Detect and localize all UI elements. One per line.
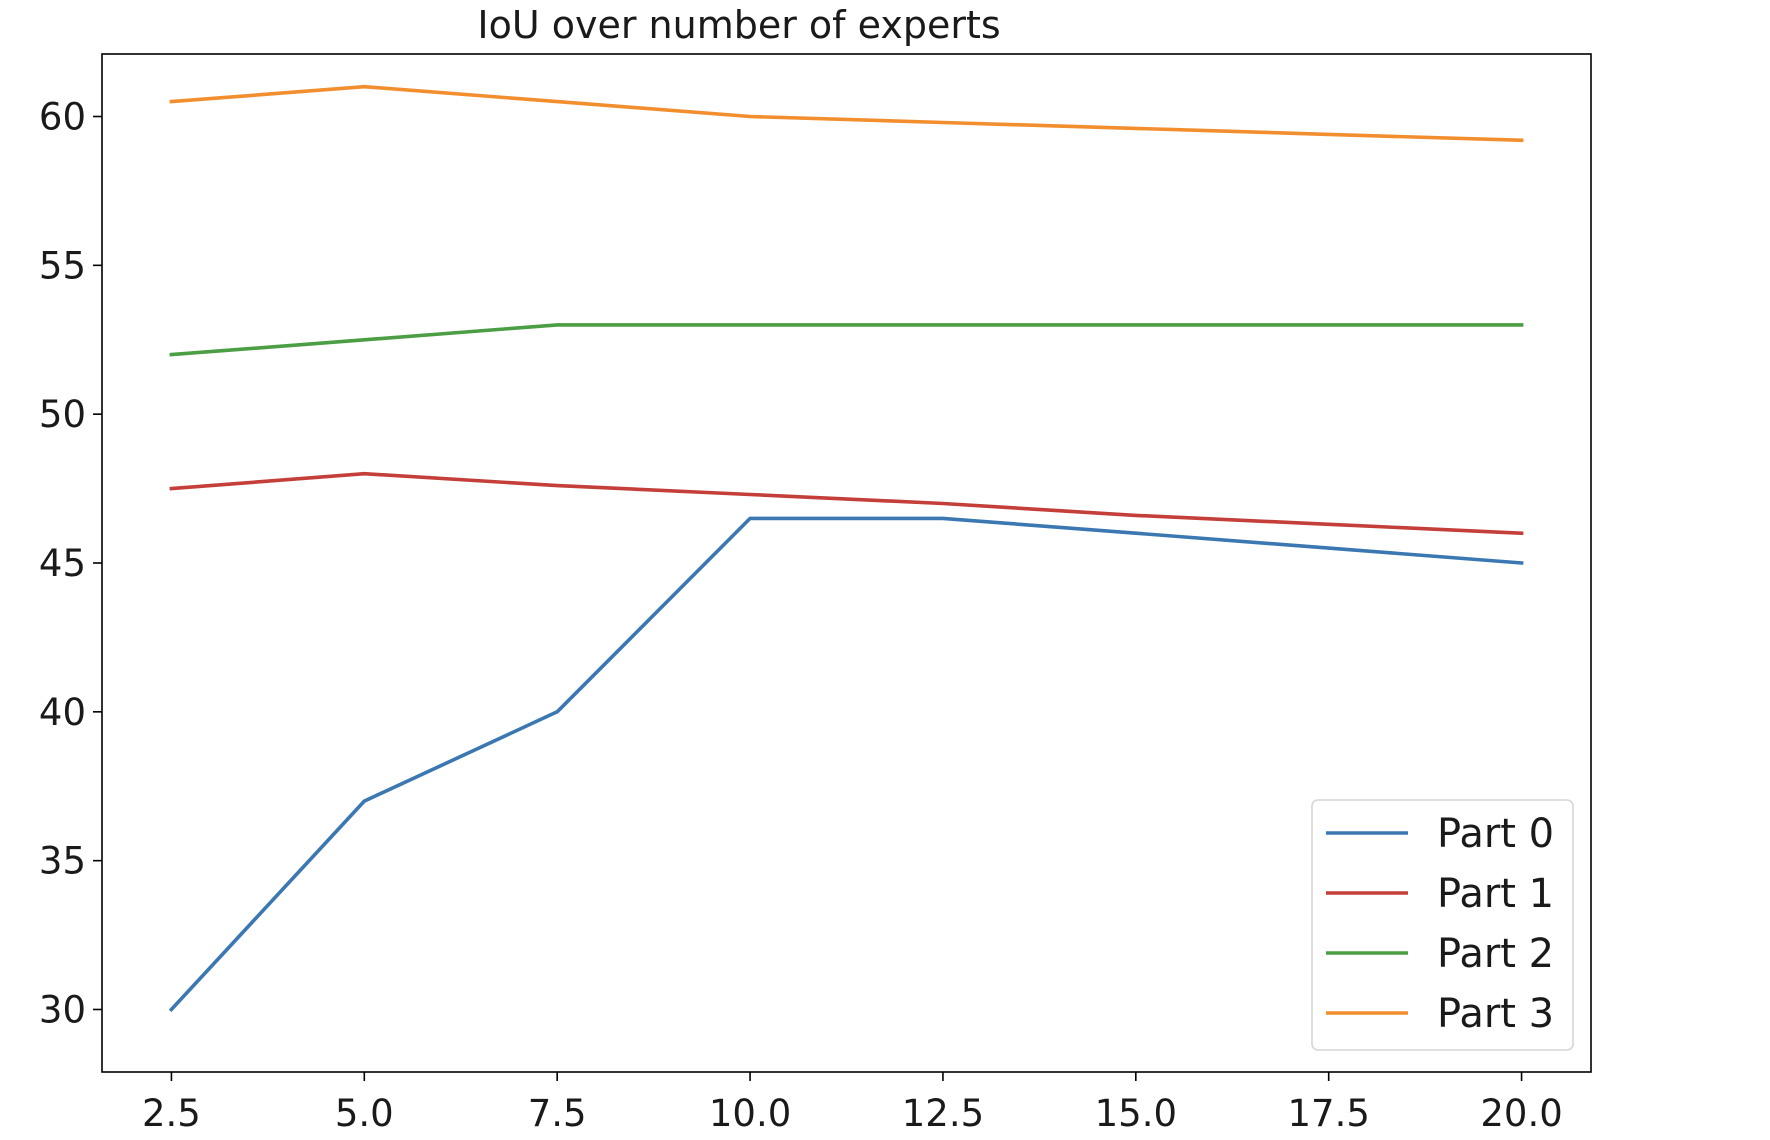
chart-title: IoU over number of experts	[477, 3, 1000, 47]
x-tick-label: 10.0	[709, 1092, 791, 1135]
legend-box	[1311, 799, 1574, 1051]
x-tick-label: 20.0	[1480, 1092, 1562, 1135]
y-tick-label: 45	[39, 542, 86, 585]
y-tick-label: 50	[39, 393, 86, 436]
y-tick-label: 35	[39, 840, 86, 883]
legend-label: Part 1	[1437, 871, 1554, 917]
series-lines	[168, 84, 1524, 1013]
legend-label: Part 3	[1437, 991, 1554, 1037]
series-line-part-0	[168, 516, 1524, 1013]
legend-label: Part 0	[1437, 811, 1554, 857]
x-tick-label: 7.5	[528, 1092, 587, 1135]
series-line-part-2	[169, 323, 1524, 357]
x-tick-label: 12.5	[902, 1092, 984, 1135]
y-tick-label: 60	[39, 96, 86, 139]
x-tick-label: 15.0	[1095, 1092, 1177, 1135]
series-line-part-1	[169, 471, 1524, 536]
y-axis: 30 35 40 45 50 55 60	[39, 96, 102, 1031]
x-tick-label: 17.5	[1287, 1092, 1369, 1135]
series-line-part-3	[169, 84, 1524, 143]
y-tick-label: 30	[39, 988, 86, 1031]
y-tick-label: 55	[39, 244, 86, 287]
legend-label: Part 2	[1437, 931, 1554, 977]
y-tick-label: 40	[39, 691, 86, 734]
x-tick-label: 2.5	[142, 1092, 201, 1135]
x-tick-label: 5.0	[335, 1092, 394, 1135]
x-axis: 2.5 5.0 7.5 10.0 12.5 15.0 17.5 20.0	[142, 1072, 1563, 1135]
legend: Part 0 Part 1 Part 2 Part 3	[1311, 799, 1574, 1051]
